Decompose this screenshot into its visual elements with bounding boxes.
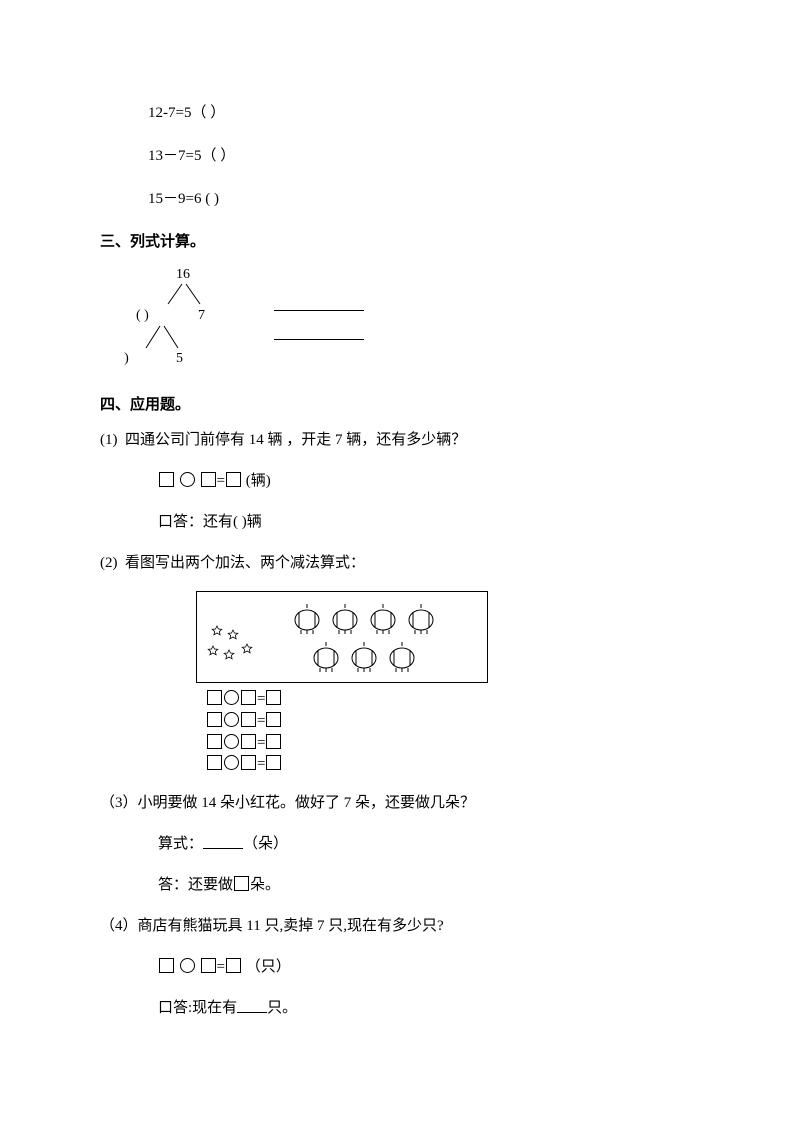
box-icon bbox=[241, 712, 256, 727]
q2-label: (2) bbox=[100, 555, 118, 571]
circle-icon bbox=[180, 472, 195, 487]
q4-ans-a: 口答:现在有 bbox=[158, 1000, 237, 1016]
q3-unit: （朵） bbox=[243, 836, 288, 852]
q2-equations: = = = = bbox=[206, 689, 700, 776]
q4-body: 商店有熊猫玩具 11 只,卖掉 7 只,现在有多少只? bbox=[138, 918, 444, 934]
circle-icon bbox=[224, 690, 239, 705]
tree-answer-lines bbox=[274, 296, 364, 354]
box-icon bbox=[201, 958, 216, 973]
equation-2: 13－7=5（ ） bbox=[148, 143, 700, 170]
box-icon bbox=[226, 472, 241, 487]
number-tree: 16 ( ) 7 ( ) 5 bbox=[124, 264, 700, 384]
box-icon bbox=[234, 876, 249, 891]
box-icon bbox=[266, 690, 281, 705]
q3-body: 小明要做 14 朵小红花。做好了 7 朵，还要做几朵？ bbox=[138, 795, 476, 811]
box-icon bbox=[266, 755, 281, 770]
star-group-icon bbox=[207, 620, 287, 680]
eq-row: = bbox=[206, 689, 700, 711]
q3-text: （3）小明要做 14 朵小红花。做好了 7 朵，还要做几朵？ bbox=[100, 790, 700, 817]
box-icon bbox=[159, 472, 174, 487]
q1-answer: 口答：还有( )辆 bbox=[158, 509, 700, 536]
q4-answer: 口答:现在有 只。 bbox=[158, 995, 700, 1022]
eq-row: = bbox=[206, 733, 700, 755]
tree-svg: 16 ( ) 7 ( ) 5 bbox=[124, 264, 274, 384]
box-icon bbox=[207, 755, 222, 770]
picture-box bbox=[196, 591, 488, 683]
q3-label: （3） bbox=[100, 795, 138, 811]
box-icon bbox=[241, 734, 256, 749]
blank-underline bbox=[237, 1000, 267, 1013]
circle-icon bbox=[224, 755, 239, 770]
box-icon bbox=[207, 690, 222, 705]
box-icon bbox=[266, 712, 281, 727]
q4-text: （4）商店有熊猫玩具 11 只,卖掉 7 只,现在有多少只? bbox=[100, 913, 700, 940]
tree-mid-right: 7 bbox=[198, 308, 205, 323]
q4-equation: = （只） bbox=[158, 954, 700, 981]
tree-mid-left: ( ) bbox=[136, 308, 149, 323]
tree-bot-left: ( ) bbox=[124, 351, 129, 366]
box-icon bbox=[201, 472, 216, 487]
worksheet-page: 12-7=5（ ） 13－7=5（ ） 15－9=6 ( ) 三、列式计算。 1… bbox=[0, 0, 800, 1096]
q3-ans-a: 答：还要做 bbox=[158, 877, 233, 893]
blank-line-2 bbox=[274, 325, 364, 340]
q3-formula-label: 算式： bbox=[158, 836, 203, 852]
q4-label: （4） bbox=[100, 918, 138, 934]
circle-icon bbox=[180, 958, 195, 973]
box-icon bbox=[226, 958, 241, 973]
box-icon bbox=[207, 712, 222, 727]
blank-line-1 bbox=[274, 296, 364, 311]
box-icon bbox=[207, 734, 222, 749]
section-3-heading: 三、列式计算。 bbox=[100, 229, 700, 256]
circle-icon bbox=[224, 712, 239, 727]
q4-unit: （只） bbox=[246, 959, 291, 975]
q1-unit: (辆) bbox=[246, 473, 271, 489]
box-icon bbox=[241, 755, 256, 770]
q2-text: (2) 看图写出两个加法、两个减法算式： bbox=[100, 550, 700, 577]
q3-formula: 算式： （朵） bbox=[158, 831, 700, 858]
eq-row: = bbox=[206, 711, 700, 733]
q1-label: (1) bbox=[100, 432, 118, 448]
box-icon bbox=[241, 690, 256, 705]
tree-top: 16 bbox=[176, 267, 190, 282]
q3-ans-b: 朵。 bbox=[250, 877, 280, 893]
equation-1: 12-7=5（ ） bbox=[148, 100, 700, 127]
lantern-group-icon bbox=[291, 604, 481, 680]
q1-equation: = (辆) bbox=[158, 468, 700, 495]
box-icon bbox=[159, 958, 174, 973]
section-4-heading: 四、应用题。 bbox=[100, 392, 700, 419]
q4-ans-b: 只。 bbox=[267, 1000, 297, 1016]
q3-answer: 答：还要做 朵。 bbox=[158, 872, 700, 899]
q2-body: 看图写出两个加法、两个减法算式： bbox=[125, 555, 365, 571]
tree-bot-right: 5 bbox=[176, 351, 183, 366]
q1-body: 四通公司门前停有 14 辆 ，开走 7 辆，还有多少辆？ bbox=[125, 432, 466, 448]
eq-row: = bbox=[206, 754, 700, 776]
q1-text: (1) 四通公司门前停有 14 辆 ，开走 7 辆，还有多少辆？ bbox=[100, 427, 700, 454]
equation-3: 15－9=6 ( ) bbox=[148, 186, 700, 213]
blank-underline bbox=[203, 836, 243, 849]
circle-icon bbox=[224, 734, 239, 749]
box-icon bbox=[266, 734, 281, 749]
